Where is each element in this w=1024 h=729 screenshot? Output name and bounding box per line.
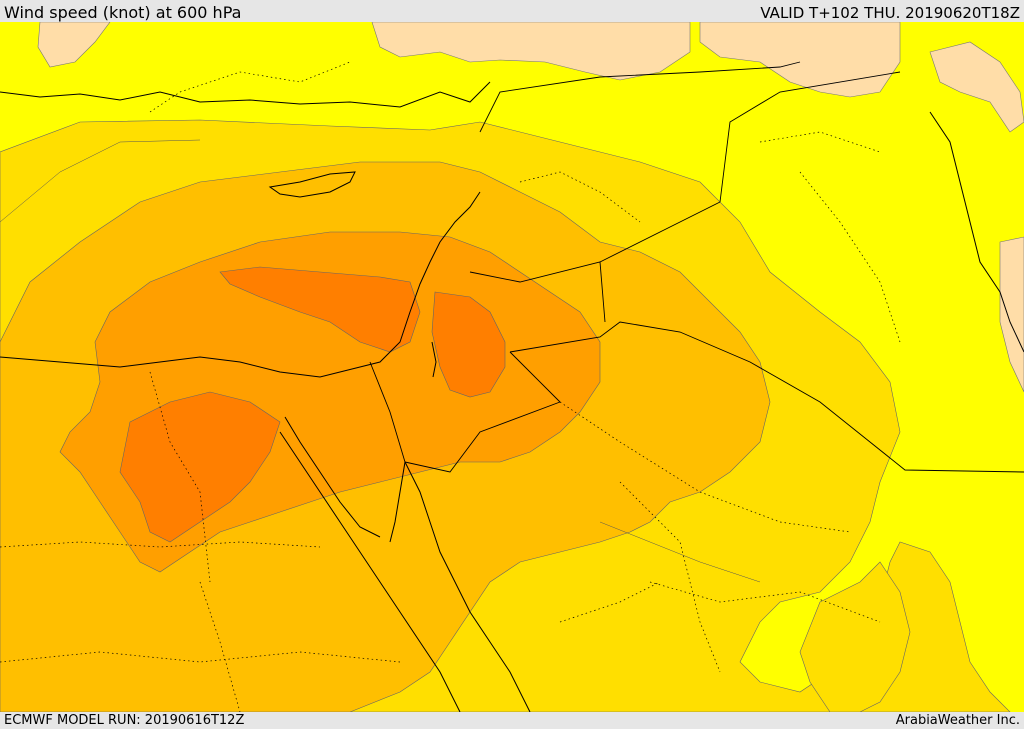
coast-turkey (0, 81, 491, 108)
wind-band-4 (119, 266, 506, 543)
coast-red-sea-west (279, 431, 461, 712)
footer-bar: ECMWF MODEL RUN: 20190616T12Z ArabiaWeat… (0, 712, 1024, 729)
light-patch-ne2 (929, 41, 1024, 133)
light-patch-nw (37, 22, 111, 68)
band4-core (219, 266, 421, 353)
coast-red-sea-east (404, 461, 531, 712)
border-egypt-israel (369, 361, 406, 463)
coast-dead-sea (431, 341, 437, 378)
border-iraq-east (719, 71, 901, 203)
coast-persian-gulf (929, 111, 1024, 353)
country-borders (369, 61, 1024, 473)
admin-saudi-1 (559, 401, 851, 533)
credit-label: ArabiaWeather Inc. (895, 713, 1020, 728)
admin-boundaries (0, 61, 901, 712)
coast-gulf-aqaba (389, 461, 406, 543)
admin-sudan-2 (199, 581, 241, 712)
map-title: Wind speed (knot) at 600 hPa (4, 3, 242, 22)
admin-turkey-1 (149, 61, 351, 113)
weather-map[interactable] (0, 22, 1024, 712)
border-saudi-jordan-2 (404, 351, 561, 473)
border-jordan-saudi (509, 321, 1024, 473)
admin-iraq-1 (799, 171, 901, 343)
model-run-label: ECMWF MODEL RUN: 20190616T12Z (4, 713, 245, 728)
contour-lines (0, 139, 761, 583)
band4-egypt (119, 391, 281, 543)
title-bar: Wind speed (knot) at 600 hPa VALID T+102… (0, 0, 1024, 22)
admin-saudi-2 (649, 581, 881, 623)
wind-speed-map-svg (0, 22, 1024, 712)
coast-mediterranean-south (0, 191, 481, 378)
border-syria-jordan (469, 261, 606, 323)
light-patch-north (371, 22, 691, 81)
admin-syria-1 (519, 171, 641, 223)
band1-east-blob (799, 561, 911, 712)
band4-jordan (431, 291, 506, 398)
admin-saudi-3 (619, 481, 721, 673)
contour-2 (599, 521, 761, 583)
coast-gulf-suez (284, 416, 381, 538)
border-jordan-iraq (599, 201, 721, 263)
contour-1 (0, 139, 201, 223)
light-patch-east (999, 236, 1024, 393)
coastlines (0, 81, 1024, 712)
admin-yemen-1 (559, 581, 661, 623)
light-patch-ne (699, 22, 901, 98)
admin-egypt-2 (149, 371, 211, 583)
coast-cyprus (268, 171, 356, 198)
valid-time-label: VALID T+102 THU. 20190620T18Z (760, 4, 1020, 22)
border-syria-iraq (479, 61, 801, 133)
